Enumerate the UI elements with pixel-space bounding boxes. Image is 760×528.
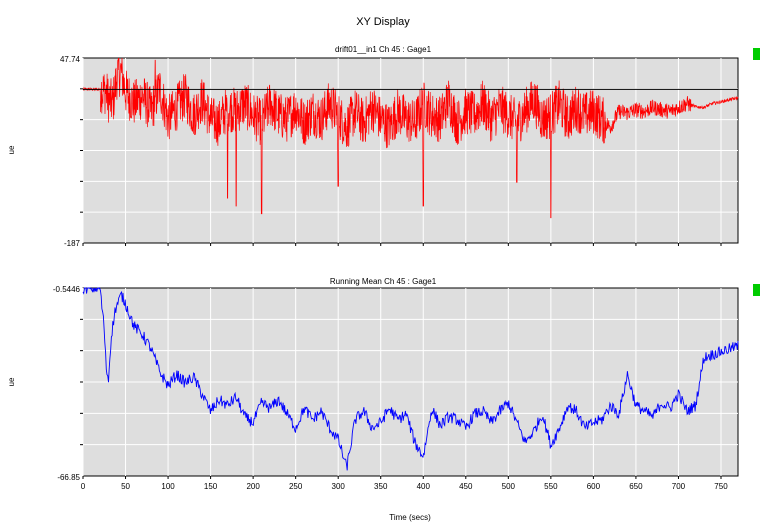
plot1-x-tick-marks <box>82 243 722 246</box>
plot2-x-tick-labels: 0 50 100 150 200 250 300 350 400 450 500 550 600 650 7… <box>81 476 728 491</box>
plot2-ytick-top: -0.5446 <box>53 285 81 294</box>
plot2-grid <box>80 288 738 476</box>
x-tick-label: 750 <box>714 482 728 491</box>
x-tick-label: 450 <box>459 482 473 491</box>
x-tick-label: 200 <box>246 482 260 491</box>
plot2-ytick-bottom: -66.85 <box>57 473 80 482</box>
plot2-title: Running Mean Ch 45 : Gage1 <box>330 277 437 286</box>
x-tick-label: 400 <box>417 482 431 491</box>
x-tick-label: 50 <box>121 482 130 491</box>
x-tick-label: 550 <box>544 482 558 491</box>
plot1-status-indicator <box>753 48 760 60</box>
plot1-ylabel: ue <box>7 145 16 154</box>
x-tick-label: 250 <box>289 482 303 491</box>
plot1-series-line <box>82 57 739 219</box>
x-tick-label: 300 <box>332 482 346 491</box>
plot2-status-indicator <box>753 284 760 296</box>
x-tick-label: 700 <box>672 482 686 491</box>
plot1-title: drift01__in1 Ch 45 : Gage1 <box>335 45 432 54</box>
window-title: XY Display <box>356 16 410 28</box>
x-tick-label: 100 <box>161 482 175 491</box>
plot2-ylabel: ue <box>7 377 16 386</box>
x-tick-label: 600 <box>587 482 601 491</box>
x-tick-label: 150 <box>204 482 218 491</box>
plot2-series-line <box>82 287 739 471</box>
x-tick-label: 650 <box>629 482 643 491</box>
plot1-ytick-top: 47.74 <box>60 55 81 64</box>
x-tick-label: 350 <box>374 482 388 491</box>
plot1-ytick-bottom: -187 <box>64 239 81 248</box>
x-tick-label: 0 <box>81 482 86 491</box>
x-tick-label: 500 <box>502 482 516 491</box>
plot2-xlabel: Time (secs) <box>389 513 431 522</box>
